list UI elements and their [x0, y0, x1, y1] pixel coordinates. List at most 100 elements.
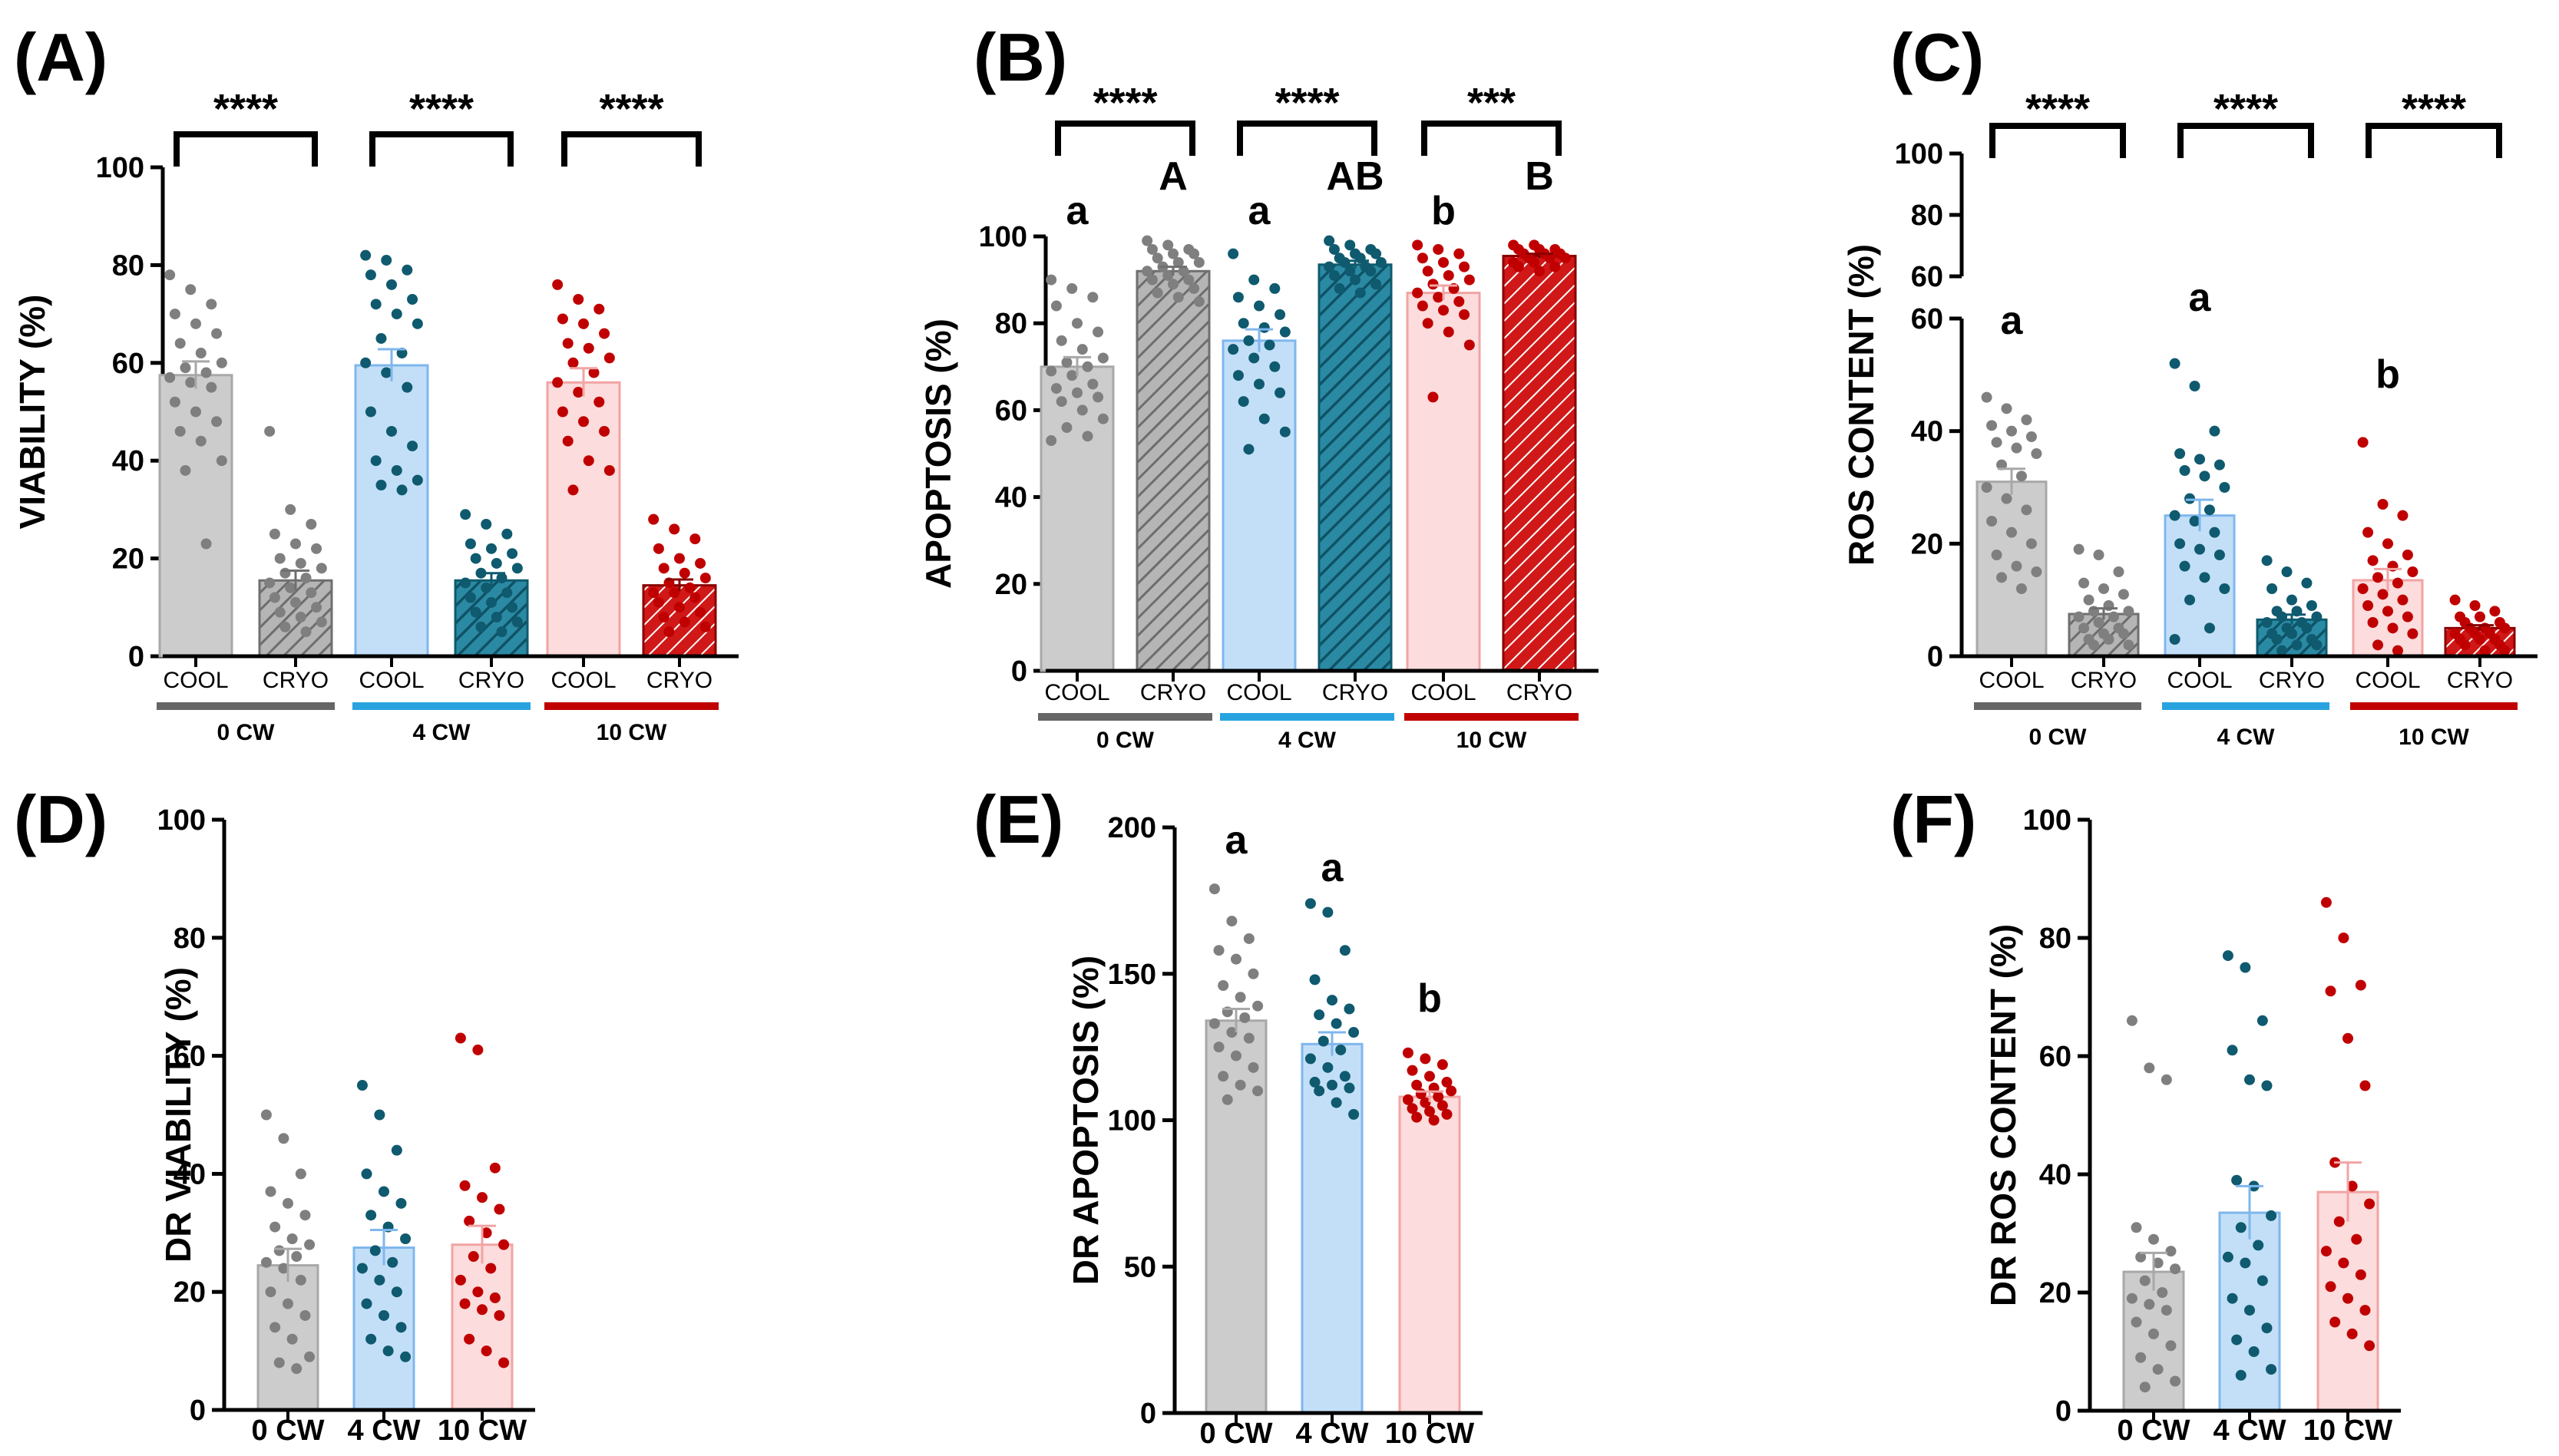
data-point [2355, 979, 2366, 991]
data-point [387, 1256, 398, 1268]
data-point [283, 1298, 293, 1309]
data-point [285, 503, 296, 515]
group-label: 4 CW [413, 720, 471, 745]
data-point [1142, 235, 1153, 246]
data-point [1513, 261, 1524, 272]
data-point [552, 377, 564, 388]
data-point [295, 1274, 306, 1286]
data-point [2194, 543, 2205, 555]
data-point [498, 1239, 510, 1250]
data-point [481, 1345, 492, 1357]
bar-10cw [1398, 1095, 1461, 1415]
data-point [375, 332, 387, 344]
data-point [200, 538, 212, 550]
data-point [2320, 1246, 2332, 1257]
data-point [2148, 1233, 2159, 1245]
data-point [663, 626, 675, 638]
group-label: 4 CW [1278, 728, 1337, 753]
data-point [1168, 248, 1179, 259]
data-point [679, 567, 690, 579]
data-point [1258, 413, 1270, 424]
data-point [1243, 1032, 1255, 1044]
data-point [1344, 266, 1356, 277]
significance-letter: B [1525, 154, 1554, 199]
data-point [1046, 274, 1057, 286]
bar-0cw [2122, 1270, 2185, 1412]
data-point [2126, 1015, 2137, 1026]
data-point [1162, 239, 1174, 251]
y-tick-label: 0 [1140, 1398, 1156, 1430]
data-point [370, 299, 382, 310]
data-point [674, 602, 685, 613]
data-point [1463, 339, 1475, 351]
panel-label: (B) [974, 19, 1067, 95]
data-point [1438, 305, 1449, 316]
panel-b: (B) 0 20 40 60 80 100 APOPTOSIS (%) COOL a CRYO A CO… [918, 19, 1599, 753]
data-point [669, 523, 680, 535]
data-point [2256, 1275, 2268, 1286]
y-tick-label: 50 [1124, 1251, 1156, 1283]
data-point [211, 416, 223, 428]
data-point [1443, 326, 1454, 338]
data-point [460, 577, 471, 589]
data-point [278, 1133, 289, 1144]
data-point [304, 1351, 316, 1362]
data-point [2306, 600, 2317, 611]
data-point [260, 1109, 272, 1121]
data-point [496, 573, 508, 584]
data-point [1344, 239, 1356, 251]
data-point [2261, 555, 2273, 566]
data-point [2015, 470, 2027, 482]
data-point [2235, 1369, 2247, 1381]
data-point [2189, 516, 2200, 527]
y-tick-label: 20 [1911, 528, 1943, 560]
data-point [2219, 482, 2230, 493]
data-point [486, 543, 497, 554]
data-point [658, 563, 670, 574]
data-point [1370, 279, 1382, 290]
data-point [1322, 1061, 1334, 1073]
data-point [501, 528, 513, 540]
data-point [2253, 1240, 2264, 1251]
data-point [653, 543, 664, 554]
data-point [1252, 1085, 1264, 1097]
group-label: 4 CW [2217, 725, 2276, 750]
y-tick-label: 40 [2039, 1159, 2071, 1191]
data-point [2123, 639, 2134, 651]
data-point [304, 1239, 316, 1250]
data-point [396, 484, 408, 496]
data-point [211, 328, 223, 339]
data-point [1420, 1053, 1431, 1065]
data-point [374, 1109, 385, 1121]
data-point [2169, 510, 2180, 521]
data-point [2209, 425, 2220, 437]
data-point [2169, 358, 2180, 369]
data-point [1433, 243, 1444, 255]
data-point [1331, 1097, 1342, 1108]
data-point [264, 577, 276, 589]
data-point [1996, 459, 2008, 470]
data-point [2006, 425, 2017, 437]
data-point [2342, 1293, 2353, 1304]
data-point [1050, 383, 1062, 395]
y-tick-label: 20 [174, 1276, 206, 1309]
y-tick-label: 100 [96, 152, 144, 184]
data-point [274, 553, 286, 564]
data-point [2387, 622, 2399, 634]
data-point [2499, 645, 2511, 656]
data-point [489, 1292, 501, 1303]
data-point [365, 269, 376, 281]
data-point [180, 464, 191, 476]
data-point [375, 480, 387, 491]
data-point [472, 1044, 484, 1055]
data-point [2449, 594, 2461, 606]
data-point [1335, 1044, 1347, 1055]
data-point [1438, 256, 1449, 268]
data-point [470, 553, 481, 564]
significance-bracket [1055, 121, 1195, 156]
group-bar [1974, 702, 2141, 710]
data-point [2392, 645, 2403, 656]
x-category-label: CRYO [1322, 680, 1388, 705]
data-point [356, 1080, 368, 1091]
